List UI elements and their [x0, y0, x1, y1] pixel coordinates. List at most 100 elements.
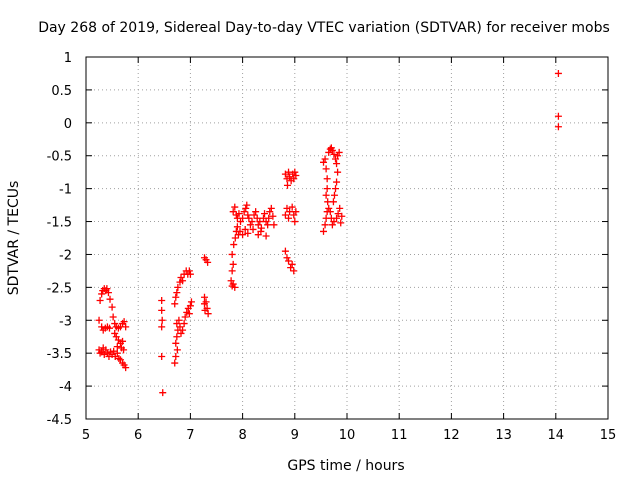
- data-point: [291, 168, 299, 176]
- y-tick-label: 1: [64, 51, 72, 66]
- data-point: [335, 148, 343, 156]
- data-point: [179, 277, 187, 285]
- data-point: [187, 298, 195, 306]
- data-point: [270, 221, 278, 229]
- data-point: [265, 214, 273, 222]
- data-point: [292, 208, 300, 216]
- data-point: [158, 352, 166, 360]
- data-point: [122, 364, 130, 372]
- x-axis-ticks: 5 6 7 8 9 10 11 12 13 14 15: [82, 57, 616, 443]
- data-point: [291, 218, 299, 226]
- data-point: [95, 316, 103, 324]
- data-point: [334, 152, 342, 160]
- data-points: [95, 69, 562, 397]
- data-point: [321, 221, 329, 229]
- data-point: [285, 168, 293, 176]
- x-tick-label: 7: [186, 428, 194, 443]
- data-point: [323, 175, 331, 183]
- data-point: [158, 323, 166, 331]
- x-tick-label: 12: [443, 428, 460, 443]
- data-point: [173, 346, 181, 354]
- data-point: [248, 218, 256, 226]
- data-point: [177, 329, 185, 337]
- grid: [86, 57, 608, 419]
- data-point: [159, 389, 167, 397]
- x-tick-label: 11: [391, 428, 408, 443]
- data-point: [158, 297, 166, 305]
- data-point: [98, 290, 106, 298]
- data-point: [336, 204, 344, 212]
- data-point: [281, 211, 289, 219]
- data-point: [103, 285, 111, 293]
- data-point: [257, 227, 265, 235]
- data-point: [330, 150, 338, 158]
- data-point: [229, 260, 237, 268]
- data-point: [328, 146, 336, 154]
- data-point: [281, 247, 289, 255]
- data-point: [231, 234, 239, 242]
- data-point: [100, 350, 108, 358]
- data-point: [320, 158, 328, 166]
- data-point: [158, 316, 166, 324]
- data-point: [292, 171, 300, 179]
- data-point: [171, 359, 179, 367]
- data-point: [229, 280, 237, 288]
- data-point: [120, 318, 128, 326]
- data-point: [240, 208, 248, 216]
- data-point: [235, 210, 243, 218]
- y-tick-label: -4: [59, 380, 72, 395]
- data-point: [285, 214, 293, 222]
- data-point: [96, 297, 104, 305]
- chart-title: Day 268 of 2019, Sidereal Day-to-day VTE…: [38, 20, 610, 36]
- data-point: [173, 333, 181, 341]
- data-point: [229, 208, 237, 216]
- data-point: [252, 208, 260, 216]
- x-tick-label: 10: [339, 428, 356, 443]
- data-point: [242, 204, 250, 212]
- y-tick-label: -2: [59, 248, 72, 263]
- data-point: [110, 347, 118, 355]
- y-tick-label: -3.5: [47, 347, 72, 362]
- data-point: [333, 160, 341, 168]
- data-point: [329, 198, 337, 206]
- data-point: [286, 208, 294, 216]
- data-point: [108, 303, 116, 311]
- data-point: [104, 289, 112, 297]
- data-point: [103, 349, 111, 357]
- data-point: [173, 289, 181, 297]
- data-point: [230, 241, 238, 249]
- data-point: [244, 229, 252, 237]
- data-point: [246, 221, 254, 229]
- data-point: [113, 349, 121, 357]
- data-point: [171, 300, 179, 308]
- data-point: [119, 337, 127, 345]
- data-point: [228, 267, 236, 275]
- data-point: [323, 208, 331, 216]
- data-point: [117, 344, 125, 352]
- data-point: [179, 326, 187, 334]
- data-point: [328, 221, 336, 229]
- data-point: [288, 203, 296, 211]
- data-point: [185, 310, 193, 318]
- data-point: [269, 212, 277, 220]
- data-point: [185, 267, 193, 275]
- y-tick-label: -1: [59, 183, 72, 198]
- x-tick-label: 14: [548, 428, 565, 443]
- y-tick-label: -2.5: [47, 281, 72, 296]
- data-point: [283, 254, 291, 262]
- data-point: [241, 225, 249, 233]
- data-point: [264, 221, 272, 229]
- data-point: [102, 346, 110, 354]
- y-axis-label: SDTVAR / TECUs: [6, 181, 22, 296]
- data-point: [330, 191, 338, 199]
- y-tick-label: -0.5: [47, 150, 72, 165]
- data-point: [323, 185, 331, 193]
- data-point: [111, 329, 119, 337]
- data-point: [228, 250, 236, 258]
- data-point: [287, 264, 295, 272]
- data-point: [333, 178, 341, 186]
- data-point: [256, 218, 264, 226]
- data-point: [283, 181, 291, 189]
- data-point: [231, 283, 239, 291]
- data-point: [239, 231, 247, 239]
